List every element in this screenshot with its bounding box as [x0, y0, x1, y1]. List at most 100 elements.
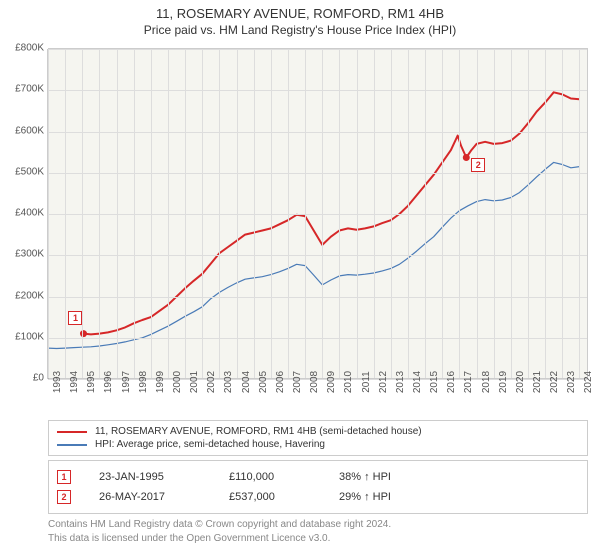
x-axis-label: 2011	[361, 371, 372, 393]
data-point-date: 26-MAY-2017	[99, 491, 229, 503]
x-axis-label: 2003	[223, 371, 234, 393]
data-point-marker: 2	[471, 158, 485, 172]
x-axis-label: 2021	[532, 371, 543, 393]
x-axis-label: 2000	[172, 371, 183, 393]
data-point-row: 1 23-JAN-1995£110,00038% ↑ HPI	[57, 467, 579, 487]
x-axis-label: 2007	[292, 371, 303, 393]
x-axis-label: 2001	[189, 371, 200, 393]
chart-subtitle: Price paid vs. HM Land Registry's House …	[0, 21, 600, 43]
x-axis-label: 2015	[429, 371, 440, 393]
gridline	[322, 49, 323, 378]
x-axis-label: 2002	[206, 371, 217, 393]
footer-line: This data is licensed under the Open Gov…	[48, 532, 588, 546]
gridline	[48, 49, 587, 50]
gridline	[339, 49, 340, 378]
gridline	[168, 49, 169, 378]
gridline	[408, 49, 409, 378]
gridline	[48, 49, 49, 378]
chart-container: 11, ROSEMARY AVENUE, ROMFORD, RM1 4HB Pr…	[0, 0, 600, 560]
x-axis-label: 2014	[412, 371, 423, 393]
x-axis-label: 2005	[258, 371, 269, 393]
y-axis-label: £700K	[4, 84, 44, 95]
data-point-marker-icon: 1	[57, 470, 71, 484]
gridline	[305, 49, 306, 378]
data-point-row: 2 26-MAY-2017£537,00029% ↑ HPI	[57, 487, 579, 507]
legend-item: HPI: Average price, semi-detached house,…	[57, 438, 579, 451]
y-axis-label: £500K	[4, 166, 44, 177]
legend-item: 11, ROSEMARY AVENUE, ROMFORD, RM1 4HB (s…	[57, 425, 579, 438]
data-point-marker: 1	[68, 311, 82, 325]
legend-swatch	[57, 431, 87, 433]
x-axis-label: 2010	[343, 371, 354, 393]
y-axis-label: £800K	[4, 43, 44, 54]
gridline	[48, 132, 587, 133]
gridline	[151, 49, 152, 378]
gridline	[425, 49, 426, 378]
gridline	[579, 49, 580, 378]
gridline	[545, 49, 546, 378]
gridline	[391, 49, 392, 378]
y-axis-label: £400K	[4, 208, 44, 219]
gridline	[459, 49, 460, 378]
gridline	[48, 338, 587, 339]
gridline	[48, 255, 587, 256]
y-axis-label: £600K	[4, 125, 44, 136]
x-axis-label: 2024	[583, 371, 594, 393]
gridline	[48, 214, 587, 215]
gridline	[357, 49, 358, 378]
legend-label: 11, ROSEMARY AVENUE, ROMFORD, RM1 4HB (s…	[95, 426, 422, 437]
data-point-date: 23-JAN-1995	[99, 471, 229, 483]
x-axis-label: 2020	[515, 371, 526, 393]
gridline	[48, 297, 587, 298]
data-point-pct: 38% ↑ HPI	[339, 471, 459, 483]
gridline	[528, 49, 529, 378]
y-axis-label: £300K	[4, 249, 44, 260]
gridline	[48, 173, 587, 174]
x-axis-label: 1996	[103, 371, 114, 393]
x-axis-label: 2016	[446, 371, 457, 393]
gridline	[99, 49, 100, 378]
data-point-dot	[463, 154, 470, 161]
x-axis-label: 1995	[86, 371, 97, 393]
footer-line: Contains HM Land Registry data © Crown c…	[48, 518, 588, 532]
x-axis-label: 2022	[549, 371, 560, 393]
footer-attribution: Contains HM Land Registry data © Crown c…	[48, 518, 588, 545]
legend: 11, ROSEMARY AVENUE, ROMFORD, RM1 4HB (s…	[48, 420, 588, 456]
data-point-marker-icon: 2	[57, 490, 71, 504]
gridline	[494, 49, 495, 378]
x-axis-label: 1994	[69, 371, 80, 393]
gridline	[65, 49, 66, 378]
gridline	[442, 49, 443, 378]
x-axis-label: 1999	[155, 371, 166, 393]
x-axis-label: 2017	[463, 371, 474, 393]
gridline	[288, 49, 289, 378]
data-point-price: £537,000	[229, 491, 339, 503]
gridline	[219, 49, 220, 378]
gridline	[374, 49, 375, 378]
x-axis-label: 2008	[309, 371, 320, 393]
legend-swatch	[57, 444, 87, 446]
y-axis-label: £100K	[4, 331, 44, 342]
gridline	[48, 90, 587, 91]
gridline	[271, 49, 272, 378]
x-axis-label: 1993	[52, 371, 63, 393]
gridline	[511, 49, 512, 378]
data-point-pct: 29% ↑ HPI	[339, 491, 459, 503]
x-axis-label: 2019	[498, 371, 509, 393]
y-axis-label: £0	[4, 373, 44, 384]
data-point-dot	[80, 330, 87, 337]
x-axis-label: 1997	[121, 371, 132, 393]
x-axis-label: 2023	[566, 371, 577, 393]
gridline	[82, 49, 83, 378]
gridline	[254, 49, 255, 378]
x-axis-label: 2013	[395, 371, 406, 393]
gridline	[237, 49, 238, 378]
gridline	[117, 49, 118, 378]
gridline	[202, 49, 203, 378]
x-axis-label: 2009	[326, 371, 337, 393]
data-point-price: £110,000	[229, 471, 339, 483]
y-axis-label: £200K	[4, 290, 44, 301]
chart-title: 11, ROSEMARY AVENUE, ROMFORD, RM1 4HB	[0, 0, 600, 21]
x-axis-label: 2012	[378, 371, 389, 393]
x-axis-label: 2006	[275, 371, 286, 393]
